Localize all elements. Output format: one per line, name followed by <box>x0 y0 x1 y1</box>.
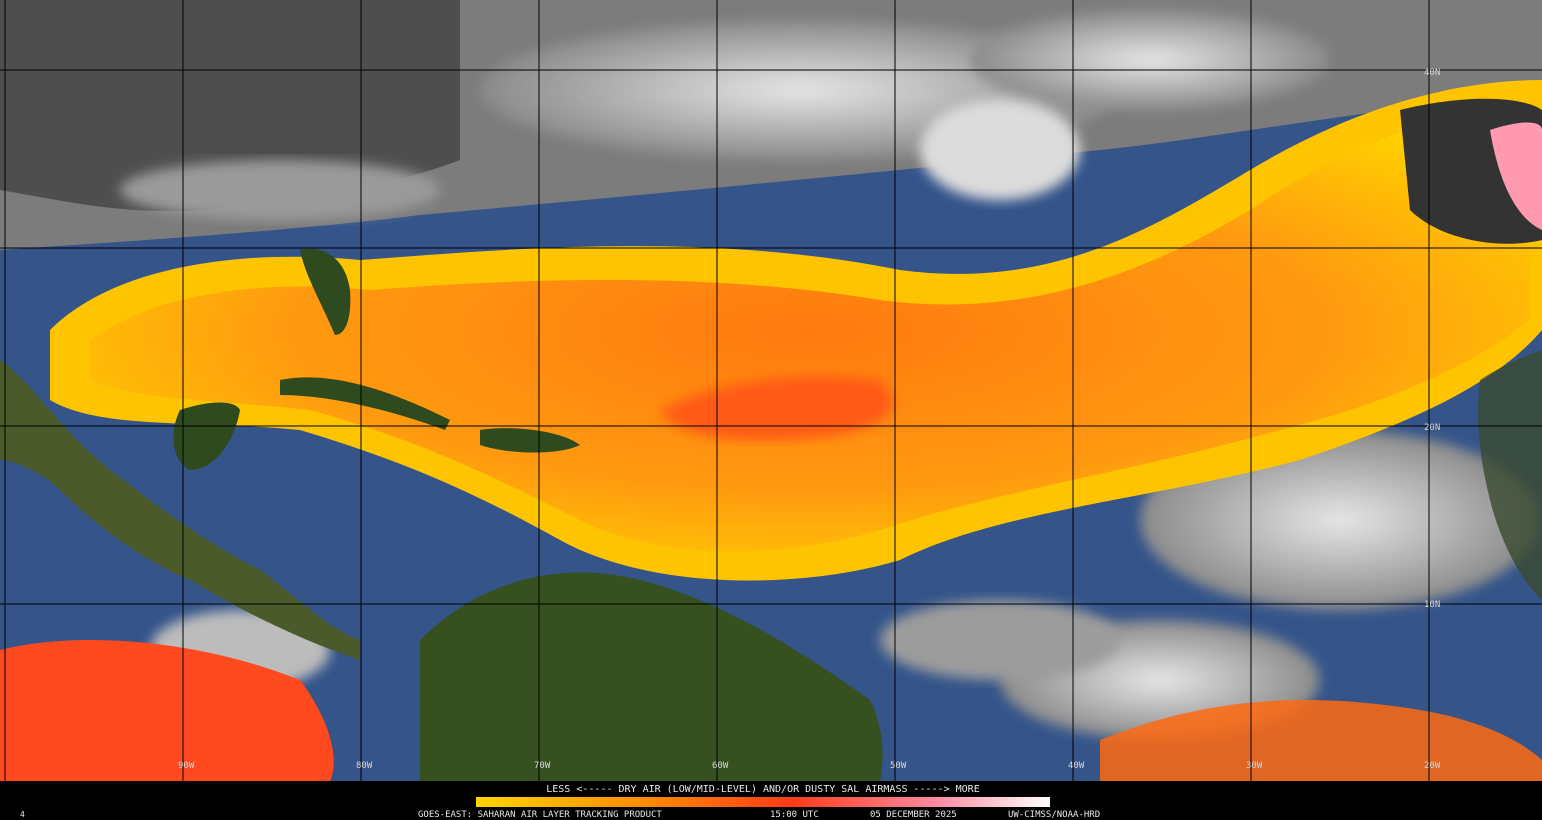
legend-color-bar <box>476 797 1050 807</box>
longitude-label: 90W <box>178 761 195 771</box>
latitude-label: 40N <box>1424 68 1440 78</box>
legend-caption: LESS <----- DRY AIR (LOW/MID-LEVEL) AND/… <box>546 784 979 795</box>
latitude-label: 10N <box>1424 600 1440 610</box>
longitude-label: 60W <box>712 761 729 771</box>
product-name: GOES-EAST: SAHARAN AIR LAYER TRACKING PR… <box>418 810 662 820</box>
latitude-label: 20N <box>1424 423 1440 433</box>
longitude-label: 40W <box>1068 761 1085 771</box>
graticule: 40N 20N 10N 90W 80W 70W 60W 50W 40W 30W … <box>0 0 1542 781</box>
time: 15:00 UTC <box>770 810 819 820</box>
longitude-label: 50W <box>890 761 907 771</box>
longitude-label: 30W <box>1246 761 1263 771</box>
date: 05 DECEMBER 2025 <box>870 810 957 820</box>
longitude-label: 20W <box>1424 761 1441 771</box>
longitude-label: 70W <box>534 761 551 771</box>
imagery <box>0 0 1542 781</box>
longitude-label: 80W <box>356 761 373 771</box>
footer: LESS <----- DRY AIR (LOW/MID-LEVEL) AND/… <box>0 781 1542 820</box>
credit: UW-CIMSS/NOAA-HRD <box>1008 810 1100 820</box>
frame-number: 4 <box>20 810 25 819</box>
